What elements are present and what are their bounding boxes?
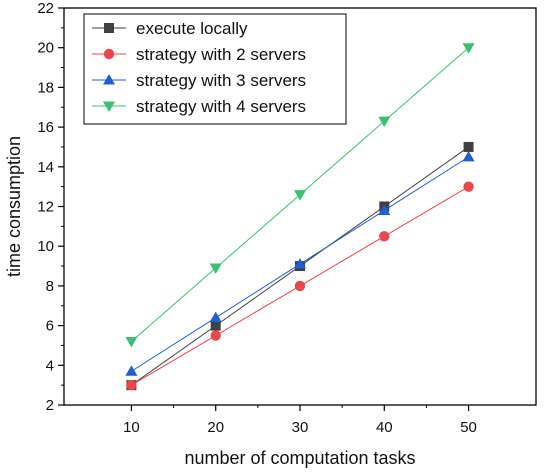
data-point xyxy=(378,116,391,128)
legend-label: strategy with 2 servers xyxy=(136,45,306,64)
y-tick-label: 14 xyxy=(37,159,54,176)
data-point xyxy=(294,258,306,269)
x-axis-label: number of computation tasks xyxy=(184,448,415,468)
x-tick-label: 30 xyxy=(292,419,309,436)
y-tick-label: 4 xyxy=(46,357,54,374)
legend-marker xyxy=(103,101,115,112)
data-point xyxy=(378,204,391,215)
data-point xyxy=(463,181,474,192)
y-tick-label: 20 xyxy=(37,40,54,57)
x-tick-label: 40 xyxy=(376,419,393,436)
y-tick-label: 16 xyxy=(37,119,54,136)
y-tick-label: 10 xyxy=(37,238,54,255)
y-tick-label: 2 xyxy=(46,397,54,414)
y-tick-label: 8 xyxy=(46,278,54,295)
data-point xyxy=(294,280,306,292)
series-layer xyxy=(125,43,475,391)
legend-label: strategy with 4 servers xyxy=(136,97,306,116)
data-point xyxy=(210,320,221,331)
data-point xyxy=(379,231,390,242)
y-tick-label: 6 xyxy=(46,318,54,335)
series-3 xyxy=(125,150,475,376)
data-point xyxy=(463,141,474,152)
axis-ticks: 10 20 30 40 50 2 4 6 8 10 12 14 16 18 20 22 xyxy=(37,0,477,436)
y-tick-label: 22 xyxy=(37,0,54,17)
legend-label: execute locally xyxy=(136,19,248,38)
legend: execute locally strategy with 2 servers st… xyxy=(83,13,347,125)
data-point xyxy=(125,336,138,348)
data-point xyxy=(210,330,221,341)
legend-item: strategy with 2 servers xyxy=(92,45,306,64)
data-point xyxy=(209,263,222,275)
legend-item: execute locally xyxy=(92,19,248,38)
legend-item: strategy with 3 servers xyxy=(92,71,306,90)
data-point xyxy=(462,43,475,54)
data-point xyxy=(462,150,475,162)
x-tick-label: 10 xyxy=(123,419,140,436)
legend-marker xyxy=(103,48,115,60)
legend-marker xyxy=(104,23,114,33)
data-point xyxy=(209,311,222,323)
x-tick-label: 50 xyxy=(460,419,477,436)
legend-marker xyxy=(103,74,115,85)
data-point xyxy=(125,365,138,376)
legend-label: strategy with 3 servers xyxy=(136,71,306,90)
legend-item: strategy with 4 servers xyxy=(92,97,306,116)
x-tick-label: 20 xyxy=(207,419,224,436)
y-tick-label: 12 xyxy=(37,199,54,216)
data-point xyxy=(126,379,137,391)
legend-box xyxy=(83,13,347,125)
y-tick-label: 18 xyxy=(37,79,54,96)
series-4 xyxy=(125,43,475,348)
series-2 xyxy=(126,181,474,391)
data-point xyxy=(294,190,306,201)
y-axis-label: time consumption xyxy=(4,136,24,277)
